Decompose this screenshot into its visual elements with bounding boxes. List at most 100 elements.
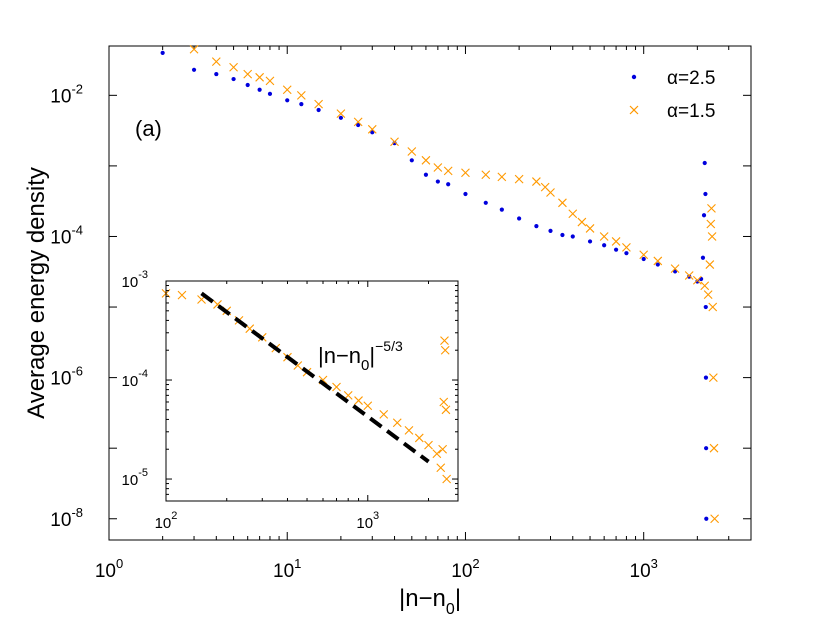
inset-fit-line — [200, 291, 430, 464]
inset-x-tick-label: 103 — [356, 510, 379, 532]
inset-y-tick-label: 10-3 — [122, 269, 148, 291]
data-point — [336, 109, 346, 119]
data-point — [707, 203, 716, 213]
inset-data-point — [439, 397, 449, 407]
main-x-tick-labels: 100 101 102 103 — [95, 556, 658, 582]
data-point — [701, 213, 707, 218]
legend-marker-x — [629, 105, 639, 115]
data-point — [622, 243, 631, 252]
data-point — [706, 219, 716, 229]
data-point — [314, 99, 324, 109]
inset-plot-frame — [165, 280, 459, 502]
inset-data-point — [424, 440, 433, 450]
y-tick-label: 10-4 — [50, 222, 83, 248]
main-plot-frame — [108, 45, 752, 541]
data-point — [705, 260, 715, 269]
data-point — [265, 76, 275, 86]
data-point — [446, 182, 451, 187]
data-point — [316, 107, 321, 113]
data-point — [353, 117, 363, 127]
data-point — [624, 251, 629, 256]
data-point — [687, 274, 692, 279]
data-point — [703, 191, 708, 197]
data-point — [585, 224, 595, 233]
data-point — [390, 137, 399, 147]
data-point — [229, 62, 238, 72]
data-point — [370, 130, 375, 135]
inset-data-point — [414, 433, 424, 443]
data-point — [702, 160, 707, 166]
main-y-tick-labels: 10-8 10-6 10-4 10-2 — [50, 81, 83, 530]
data-point — [517, 216, 522, 221]
data-point — [435, 179, 440, 184]
inset-data-point — [442, 474, 452, 484]
inset-data-point — [440, 336, 449, 346]
data-point — [160, 50, 165, 55]
data-point — [641, 256, 646, 262]
x-axis-title-end: | — [455, 585, 461, 612]
data-point — [684, 271, 694, 280]
data-point — [433, 163, 443, 172]
legend: α=2.5 α=1.5 — [629, 68, 716, 122]
inset-tick-marks — [165, 280, 458, 502]
y-tick-label: 10-6 — [50, 364, 83, 390]
data-point — [531, 177, 541, 186]
data-point — [497, 172, 507, 182]
data-point — [367, 124, 377, 134]
data-point — [700, 281, 710, 291]
data-point — [423, 172, 429, 177]
inset-data-point — [363, 401, 373, 411]
data-point — [695, 279, 700, 284]
data-point — [639, 250, 649, 260]
inset-data-point — [436, 463, 446, 473]
inset-data-point — [438, 444, 448, 454]
data-point — [443, 166, 453, 176]
x-tick-label: 100 — [95, 556, 123, 582]
data-point — [548, 228, 553, 233]
inset-data-point — [177, 290, 187, 300]
data-point — [709, 443, 719, 453]
inset-y-tick-labels: 10-3 10-4 10-5 — [122, 269, 148, 489]
data-point — [653, 256, 663, 266]
data-point — [700, 255, 706, 260]
data-point — [285, 98, 290, 103]
data-point — [570, 234, 575, 239]
data-point — [514, 174, 524, 184]
data-point — [704, 516, 709, 521]
data-point — [560, 232, 565, 238]
inset-y-tick-label: 10-5 — [122, 467, 148, 489]
data-point — [296, 90, 306, 100]
y-tick-label: 10-2 — [50, 81, 83, 107]
panel-label: (a) — [135, 116, 162, 141]
inset-data-point — [432, 449, 442, 459]
data-point — [409, 158, 414, 163]
inset-annotation-main: |n−n — [318, 343, 361, 368]
data-point — [483, 200, 488, 205]
legend-label-alpha-1-5: α=1.5 — [667, 101, 716, 122]
data-point — [708, 302, 718, 312]
inset-data-point — [392, 418, 402, 428]
data-point — [602, 243, 607, 248]
data-point — [534, 224, 539, 229]
x-tick-label: 101 — [273, 556, 301, 582]
data-point — [670, 264, 680, 274]
data-point — [703, 375, 709, 380]
data-point — [655, 262, 660, 267]
data-point — [463, 191, 468, 197]
data-point — [558, 198, 567, 208]
inset-data-point — [441, 405, 451, 415]
legend-label-alpha-2-5: α=2.5 — [667, 68, 716, 89]
inset-x-tick-labels: 102 103 — [155, 510, 380, 532]
inset-data-point — [379, 409, 389, 419]
data-point — [299, 102, 304, 107]
data-point — [703, 290, 713, 300]
y-tick-label: 10-8 — [50, 505, 83, 531]
y-axis-title: Average energy density — [23, 167, 50, 419]
x-axis-title-main: |n−n — [399, 585, 446, 612]
inset-annotation: |n−n0|−5/3 — [318, 338, 403, 374]
data-point — [421, 155, 431, 165]
data-point — [703, 304, 708, 310]
inset-data-point — [354, 396, 363, 405]
data-point — [257, 87, 262, 92]
